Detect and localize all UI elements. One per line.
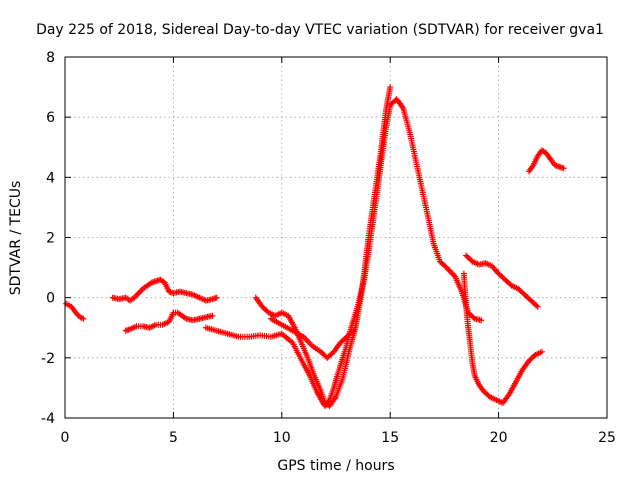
x-tick-label: 25 — [598, 430, 616, 446]
series-9 — [525, 147, 567, 175]
chart-title: Day 225 of 2018, Sidereal Day-to-day VTE… — [36, 22, 604, 38]
data-point — [80, 315, 87, 322]
data-point — [213, 294, 220, 301]
series-6 — [267, 315, 357, 361]
series-2 — [109, 276, 220, 304]
y-tick-label: 8 — [46, 50, 55, 66]
series-3 — [122, 309, 216, 334]
data-point — [442, 263, 449, 270]
series-7 — [460, 270, 545, 406]
y-tick-label: 4 — [46, 170, 55, 186]
x-tick-label: 20 — [490, 430, 508, 446]
x-axis-label: GPS time / hours — [277, 458, 394, 474]
data-point — [534, 303, 541, 310]
data-point — [538, 348, 545, 355]
grid-layer — [65, 57, 607, 418]
y-tick-label: 6 — [46, 110, 55, 126]
tick-layer: 0 5 10 15 20 25 -4 -2 0 2 4 6 8 — [41, 50, 616, 446]
data-point — [533, 302, 540, 309]
series-5 — [252, 84, 394, 409]
y-axis-label: SDTVAR / TECUs — [8, 181, 24, 296]
x-tick-label: 15 — [381, 430, 399, 446]
data-point — [349, 328, 356, 335]
x-tick-label: 5 — [169, 430, 178, 446]
data-point — [478, 317, 485, 324]
points-layer — [63, 84, 567, 409]
y-tick-label: -4 — [41, 411, 55, 427]
y-tick-label: -2 — [41, 351, 55, 367]
data-point — [387, 84, 394, 91]
x-tick-label: 10 — [273, 430, 291, 446]
data-point — [209, 312, 216, 319]
y-tick-label: 2 — [46, 231, 55, 247]
y-tick-label: 0 — [46, 291, 55, 307]
x-tick-label: 0 — [61, 430, 70, 446]
series-8 — [463, 252, 541, 310]
series-1 — [63, 300, 87, 322]
data-point — [560, 165, 567, 172]
data-point — [350, 327, 357, 334]
plot-frame — [64, 56, 608, 419]
